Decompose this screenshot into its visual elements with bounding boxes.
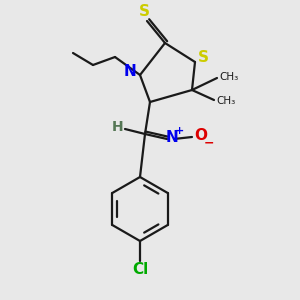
Text: O: O: [194, 128, 208, 143]
Text: CH₃: CH₃: [219, 72, 238, 82]
Text: N: N: [166, 130, 178, 145]
Text: N: N: [124, 64, 136, 80]
Text: −: −: [204, 136, 214, 149]
Text: +: +: [176, 126, 184, 136]
Text: S: S: [197, 50, 208, 65]
Text: S: S: [139, 4, 149, 20]
Text: H: H: [112, 120, 124, 134]
Text: Cl: Cl: [132, 262, 148, 278]
Text: CH₃: CH₃: [216, 96, 236, 106]
